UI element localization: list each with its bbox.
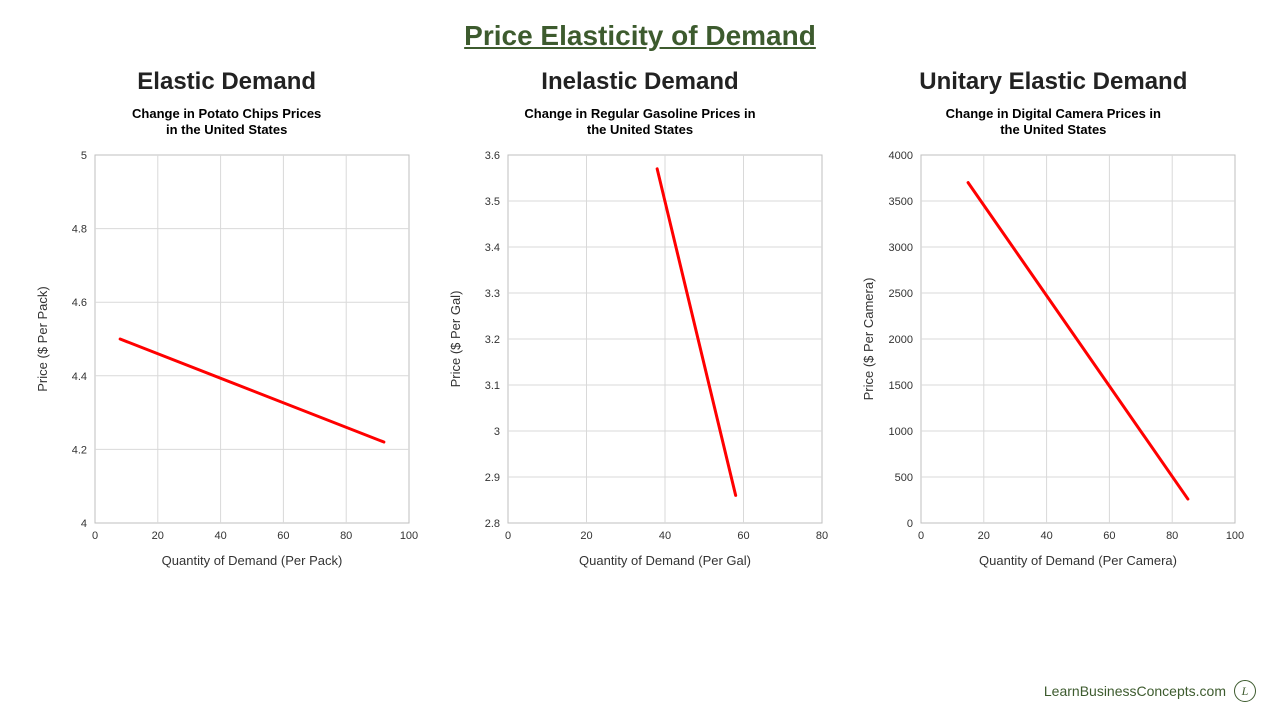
svg-text:40: 40 [659, 530, 671, 542]
svg-text:1500: 1500 [889, 380, 913, 392]
chart-title-elastic: Change in Potato Chips Prices in the Uni… [132, 106, 321, 139]
panel-title-inelastic: Inelastic Demand [541, 68, 738, 96]
chart-inelastic: 0 20 40 60 80 2.8 2.9 3 3.1 3.2 3.3 3.4 3.5 3.6 Quanti… [440, 145, 840, 590]
svg-text:2.9: 2.9 [485, 472, 500, 484]
panel-unitary: Unitary Elastic Demand Change in Digital… [847, 60, 1260, 590]
svg-text:60: 60 [277, 530, 289, 542]
svg-text:0: 0 [505, 530, 511, 542]
svg-text:4.4: 4.4 [71, 370, 86, 382]
svg-text:80: 80 [816, 530, 828, 542]
svg-text:Quantity of Demand (Per Pack): Quantity of Demand (Per Pack) [161, 553, 342, 568]
page: Price Elasticity of Demand Elastic Deman… [0, 0, 1280, 720]
svg-text:100: 100 [399, 530, 417, 542]
svg-text:4: 4 [81, 518, 87, 530]
svg-text:20: 20 [151, 530, 163, 542]
svg-text:3.1: 3.1 [485, 380, 500, 392]
chart-title-inelastic: Change in Regular Gasoline Prices in the… [524, 106, 755, 139]
svg-text:0: 0 [918, 530, 924, 542]
footer: LearnBusinessConcepts.com L [1044, 680, 1256, 702]
chart-title-unitary: Change in Digital Camera Prices in the U… [946, 106, 1161, 139]
svg-text:80: 80 [340, 530, 352, 542]
svg-text:40: 40 [1041, 530, 1053, 542]
svg-text:Price ($ Per Camera): Price ($ Per Camera) [861, 277, 876, 400]
svg-text:3.6: 3.6 [485, 150, 500, 162]
svg-text:3.2: 3.2 [485, 334, 500, 346]
svg-text:80: 80 [1166, 530, 1178, 542]
footer-logo-icon: L [1234, 680, 1256, 702]
svg-text:60: 60 [737, 530, 749, 542]
svg-text:20: 20 [978, 530, 990, 542]
svg-text:40: 40 [214, 530, 226, 542]
svg-text:60: 60 [1104, 530, 1116, 542]
svg-text:100: 100 [1226, 530, 1244, 542]
chart-elastic: 0 20 40 60 80 100 4 4.2 4.4 4.6 4.8 5 Quantity of De… [27, 145, 427, 590]
svg-text:1000: 1000 [889, 426, 913, 438]
svg-text:3000: 3000 [889, 242, 913, 254]
svg-text:500: 500 [895, 472, 913, 484]
svg-text:4000: 4000 [889, 150, 913, 162]
chart-unitary: 0204060801000500100015002000250030003500… [853, 145, 1253, 590]
panels-row: Elastic Demand Change in Potato Chips Pr… [0, 60, 1280, 590]
svg-text:Quantity of Demand (Per Camera: Quantity of Demand (Per Camera) [979, 553, 1177, 568]
svg-text:Price ($ Per Pack): Price ($ Per Pack) [35, 286, 50, 391]
svg-text:3: 3 [494, 426, 500, 438]
svg-text:2000: 2000 [889, 334, 913, 346]
svg-text:20: 20 [580, 530, 592, 542]
svg-text:5: 5 [81, 150, 87, 162]
svg-text:4.6: 4.6 [71, 297, 86, 309]
svg-text:4.8: 4.8 [71, 223, 86, 235]
svg-text:3.3: 3.3 [485, 288, 500, 300]
footer-text: LearnBusinessConcepts.com [1044, 683, 1226, 699]
svg-text:3500: 3500 [889, 196, 913, 208]
svg-text:0: 0 [907, 518, 913, 530]
svg-text:0: 0 [92, 530, 98, 542]
svg-text:3.4: 3.4 [485, 242, 500, 254]
svg-text:3.5: 3.5 [485, 196, 500, 208]
panel-title-unitary: Unitary Elastic Demand [919, 68, 1187, 96]
panel-inelastic: Inelastic Demand Change in Regular Gasol… [433, 60, 846, 590]
svg-text:2.8: 2.8 [485, 518, 500, 530]
svg-text:Price ($ Per Gal): Price ($ Per Gal) [448, 290, 463, 387]
panel-elastic: Elastic Demand Change in Potato Chips Pr… [20, 60, 433, 590]
svg-text:2500: 2500 [889, 288, 913, 300]
page-title: Price Elasticity of Demand [0, 0, 1280, 60]
svg-text:Quantity of Demand (Per Gal): Quantity of Demand (Per Gal) [579, 553, 751, 568]
svg-text:4.2: 4.2 [71, 444, 86, 456]
panel-title-elastic: Elastic Demand [137, 68, 316, 96]
